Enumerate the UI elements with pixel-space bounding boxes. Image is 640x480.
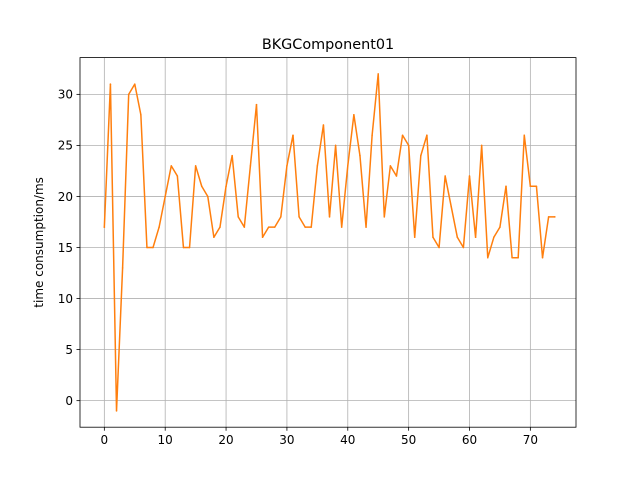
data-point [225, 185, 227, 187]
data-point [194, 165, 197, 167]
data-point [316, 165, 319, 167]
data-point [493, 236, 495, 239]
data-point [298, 216, 300, 218]
x-tick-label: 40 [340, 433, 355, 447]
data-point [164, 195, 166, 198]
data-point [365, 226, 367, 228]
y-tick-label: 25 [58, 139, 73, 153]
data-point [109, 83, 112, 85]
x-tick-label: 70 [523, 433, 538, 447]
chart-title: BKGComponent01 [262, 37, 394, 53]
data-point [121, 267, 124, 269]
data-point [535, 185, 538, 187]
data-point [328, 216, 331, 218]
data-point [401, 134, 404, 136]
data-point [468, 175, 471, 177]
data-point [450, 205, 452, 208]
data-point [347, 165, 349, 167]
data-point [529, 185, 532, 187]
data-point [280, 216, 282, 218]
data-point [286, 165, 288, 167]
data-point [176, 175, 179, 177]
data-point [340, 226, 343, 228]
x-tick-label: 10 [158, 433, 173, 447]
y-axis-title: time consumption/ms [32, 177, 46, 308]
x-tick-label: 20 [218, 433, 233, 447]
data-point [261, 236, 264, 239]
data-point [273, 226, 276, 228]
plot-frame [79, 57, 577, 428]
data-point [249, 165, 252, 167]
data-point [426, 134, 428, 136]
data-point [292, 134, 294, 136]
y-tick-label: 30 [58, 88, 73, 102]
data-point [188, 246, 191, 249]
grid [80, 57, 576, 428]
data-point [310, 226, 313, 228]
data-point [219, 226, 221, 228]
plot-background [80, 57, 576, 428]
data-point [444, 175, 446, 177]
data-point [413, 236, 416, 239]
y-tick-label: 20 [58, 190, 73, 204]
data-point [353, 114, 355, 116]
y-tick-label: 15 [58, 241, 73, 255]
ticks: 0 10 20 30 40 50 60 70 0 5 10 15 20 25 30 [58, 88, 538, 448]
data-point [304, 226, 306, 228]
data-point [152, 246, 154, 249]
data-point [389, 165, 392, 167]
x-tick-label: 30 [279, 433, 294, 447]
data-point [158, 226, 160, 228]
data-point [115, 410, 118, 412]
data-point [499, 226, 501, 228]
data-point [267, 226, 270, 228]
y-tick-label: 5 [65, 343, 73, 357]
data-point [438, 246, 440, 249]
data-point [377, 73, 379, 75]
data-point [523, 134, 526, 136]
data-point [505, 185, 507, 187]
data-point [462, 246, 465, 249]
data-point [383, 216, 386, 218]
data-point [359, 154, 361, 157]
data-point [213, 236, 215, 239]
data-point [334, 144, 337, 147]
data-point [480, 144, 483, 147]
data-point [231, 154, 233, 157]
data-point [487, 256, 489, 259]
data-point [243, 226, 246, 228]
data-point [553, 216, 556, 218]
data-point [517, 256, 519, 259]
data-point [146, 246, 148, 249]
data-point [255, 103, 258, 106]
data-point [511, 256, 513, 259]
data-point [134, 83, 136, 85]
data-point [407, 144, 410, 147]
y-tick-label: 10 [58, 292, 73, 306]
data-point [200, 185, 203, 187]
y-tick-label: 0 [65, 394, 73, 408]
data-point [127, 93, 130, 96]
data-point [541, 256, 544, 259]
data-point [474, 236, 477, 239]
data-point [182, 246, 185, 249]
data-point [395, 175, 398, 177]
x-tick-label: 50 [401, 433, 416, 447]
data-point [371, 134, 373, 136]
data-point [420, 154, 422, 157]
data-point [322, 124, 325, 126]
data-point [547, 216, 550, 218]
data-point [237, 216, 239, 218]
data-point [170, 165, 173, 167]
x-tick-label: 0 [101, 433, 109, 447]
data-point [456, 236, 459, 239]
data-point [103, 226, 106, 228]
data-point [432, 236, 434, 239]
data-point [207, 195, 209, 198]
data-point [140, 114, 142, 116]
series-layer [103, 73, 556, 412]
x-tick-label: 60 [462, 433, 477, 447]
